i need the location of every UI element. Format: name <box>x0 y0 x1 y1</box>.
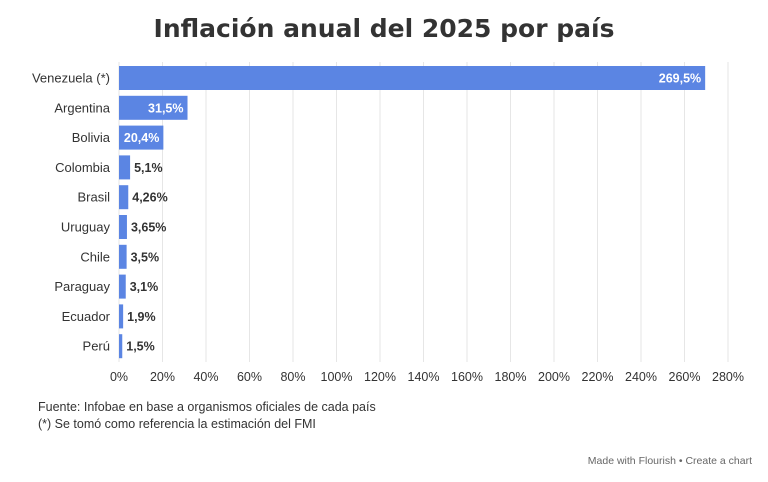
bar[interactable] <box>119 334 123 359</box>
chart-title: Inflación anual del 2025 por país <box>153 14 615 43</box>
bar[interactable] <box>119 125 164 150</box>
x-tick-label: 220% <box>582 370 614 384</box>
bar[interactable] <box>119 274 126 299</box>
bar-chart: 0% 20% 40% 60% 80% 100% 120% 140% 160% 180% 200% 22… <box>32 62 744 384</box>
bar[interactable] <box>119 185 129 210</box>
data-label: 20,4% <box>124 131 159 145</box>
bar[interactable] <box>119 66 706 90</box>
data-label: 3,1% <box>130 280 159 294</box>
footnote-line: (*) Se tomó como referencia la estimació… <box>38 417 316 431</box>
bar[interactable] <box>119 244 127 269</box>
data-label: 4,26% <box>132 191 167 205</box>
x-tick-label: 120% <box>364 370 396 384</box>
footer-separator: • <box>678 455 683 467</box>
data-label: 1,9% <box>127 310 156 324</box>
x-tick-label: 240% <box>625 370 657 384</box>
data-label: 31,5% <box>148 101 183 115</box>
category-label: Argentina <box>54 100 110 115</box>
data-label: 1,5% <box>126 340 155 354</box>
data-label: 269,5% <box>659 72 701 86</box>
category-label: Uruguay <box>61 220 111 235</box>
source-notes: Fuente: Infobae en base a organismos ofi… <box>38 399 376 433</box>
category-label: Chile <box>80 249 110 264</box>
data-label: 3,5% <box>131 250 160 264</box>
x-tick-label: 20% <box>150 370 175 384</box>
x-tick-label: 80% <box>280 370 305 384</box>
bar[interactable] <box>119 215 127 239</box>
category-label: Venezuela (*) <box>32 71 110 86</box>
x-tick-label: 100% <box>321 370 353 384</box>
x-tick-label: 260% <box>669 370 701 384</box>
bar[interactable] <box>119 304 124 329</box>
source-line: Fuente: Infobae en base a organismos ofi… <box>38 400 376 414</box>
x-tick-label: 280% <box>712 370 744 384</box>
category-label: Brasil <box>77 190 110 205</box>
data-label: 5,1% <box>134 161 163 175</box>
bar[interactable] <box>119 95 188 120</box>
flourish-footer: Made with Flourish • Create a chart <box>588 455 752 467</box>
x-tick-label: 60% <box>237 370 262 384</box>
category-label: Bolivia <box>72 130 111 145</box>
data-label: 3,65% <box>131 221 166 235</box>
create-chart-link[interactable]: Create a chart <box>685 455 752 467</box>
x-tick-label: 200% <box>538 370 570 384</box>
bar[interactable] <box>119 155 131 180</box>
category-label: Perú <box>83 339 110 354</box>
x-tick-label: 40% <box>193 370 218 384</box>
category-label: Paraguay <box>54 279 110 294</box>
category-label: Ecuador <box>62 309 111 324</box>
x-tick-label: 180% <box>495 370 527 384</box>
made-with-flourish-link[interactable]: Made with Flourish <box>587 455 676 467</box>
x-tick-label: 140% <box>408 370 440 384</box>
x-tick-label: 160% <box>451 370 483 384</box>
x-tick-label: 0% <box>110 370 128 384</box>
category-label: Colombia <box>55 160 111 175</box>
